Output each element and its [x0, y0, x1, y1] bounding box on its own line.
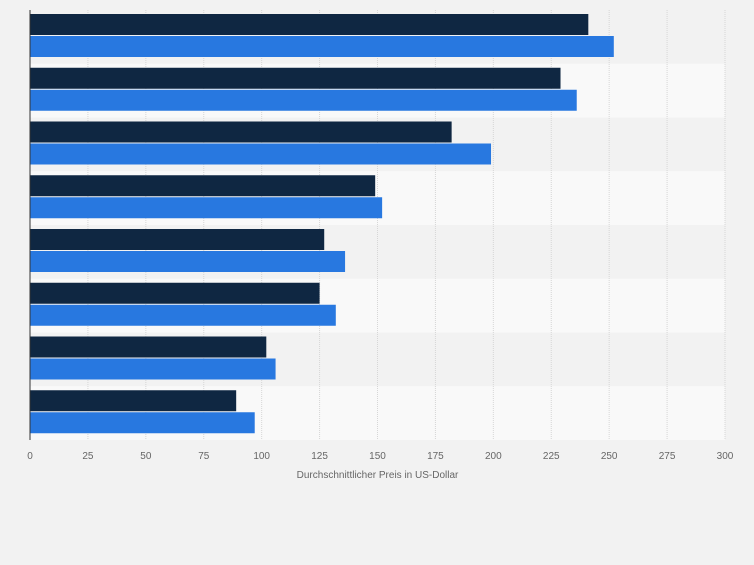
bars — [30, 14, 614, 434]
bar-series-1 — [30, 282, 320, 304]
x-tick-label: 50 — [140, 451, 152, 462]
bar-series-1 — [30, 121, 452, 143]
x-tick-label: 0 — [27, 451, 33, 462]
bar-series-2 — [30, 36, 614, 57]
x-tick-label: 125 — [311, 451, 328, 462]
x-axis-label: Durchschnittlicher Preis in US-Dollar — [297, 470, 459, 481]
bar-series-1 — [30, 336, 267, 358]
bar-series-1 — [30, 175, 376, 197]
x-tick-label: 150 — [369, 451, 386, 462]
bar-series-1 — [30, 67, 561, 89]
x-tick-label: 75 — [198, 451, 210, 462]
x-tick-label: 275 — [659, 451, 676, 462]
x-tick-label: 25 — [82, 451, 94, 462]
x-tick-label: 300 — [717, 451, 734, 462]
bar-series-2 — [30, 251, 346, 272]
bar-series-2 — [30, 197, 383, 219]
bar-series-2 — [30, 412, 255, 434]
x-tick-label: 250 — [601, 451, 618, 462]
x-tick-label: 200 — [485, 451, 502, 462]
bar-series-2 — [30, 358, 276, 380]
x-tick-label: 175 — [427, 451, 444, 462]
bar-series-1 — [30, 390, 237, 412]
bar-series-2 — [30, 89, 577, 111]
bar-series-2 — [30, 143, 492, 165]
bar-series-2 — [30, 304, 336, 326]
x-tick-label: 225 — [543, 451, 560, 462]
bar-series-1 — [30, 14, 589, 35]
bar-series-1 — [30, 229, 325, 250]
x-tick-label: 100 — [253, 451, 270, 462]
x-tick-labels: 0 25 50 75 100 125 150 175 200 225 250 275 300 — [27, 451, 734, 462]
